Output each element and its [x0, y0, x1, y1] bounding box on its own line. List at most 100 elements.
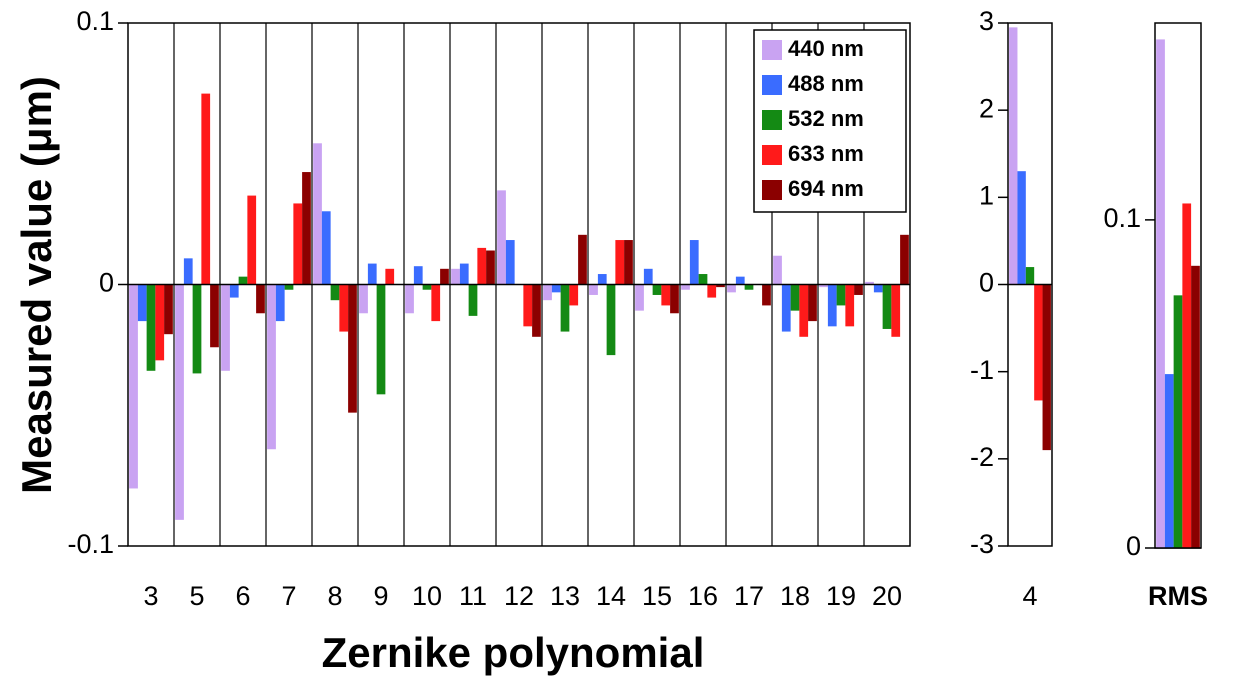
x-tick-label: 10: [412, 581, 442, 611]
x-tick-label: RMS: [1148, 581, 1208, 611]
bar: [569, 284, 579, 306]
legend-swatch: [762, 110, 782, 130]
bar: [451, 268, 460, 285]
bar: [882, 284, 892, 329]
bar: [790, 284, 800, 311]
bar: [854, 284, 863, 295]
y-tick-label: 0: [979, 268, 994, 298]
bar: [819, 284, 828, 288]
bar: [635, 284, 644, 311]
x-tick-label: 11: [459, 581, 487, 611]
bar: [221, 284, 230, 371]
bar: [532, 284, 541, 337]
bar: [781, 284, 791, 332]
bar: [827, 284, 837, 327]
bar: [727, 284, 736, 293]
legend-label: 532 nm: [788, 106, 864, 131]
bar: [313, 143, 322, 285]
bar: [523, 284, 533, 327]
bar: [1191, 265, 1200, 548]
x-tick-label: 8: [327, 581, 342, 611]
x-tick-label: 18: [780, 581, 810, 611]
bar: [1017, 171, 1026, 285]
bar: [1042, 284, 1051, 451]
legend-label: 694 nm: [788, 176, 864, 201]
bar: [210, 284, 219, 348]
bar: [183, 258, 193, 285]
bar: [238, 276, 248, 285]
x-tick-label: 16: [688, 581, 718, 611]
y-tick-label: 3: [979, 6, 994, 36]
legend-swatch: [762, 145, 782, 165]
bar: [155, 284, 165, 361]
bar: [606, 284, 616, 356]
x-tick-label: 9: [373, 581, 388, 611]
legend-swatch: [762, 180, 782, 200]
y-tick-label: 0.1: [1103, 203, 1141, 233]
x-tick-label: 15: [642, 581, 672, 611]
bar: [624, 240, 633, 285]
bar: [440, 268, 449, 285]
x-tick-label: 13: [550, 581, 580, 611]
bar: [652, 284, 662, 295]
bar: [247, 195, 257, 285]
bar: [192, 284, 202, 374]
bar: [799, 284, 809, 337]
bar: [302, 172, 311, 285]
bar: [762, 284, 771, 306]
bar: [1025, 267, 1035, 285]
bar: [256, 284, 265, 314]
bar: [1034, 284, 1043, 401]
legend-label: 633 nm: [788, 141, 864, 166]
bar: [477, 247, 487, 285]
bar: [486, 250, 495, 285]
bar: [689, 240, 699, 285]
y-tick-label: -3: [970, 529, 994, 559]
bar: [1009, 27, 1018, 285]
y-tick-label: 0.1: [76, 6, 114, 36]
bar: [873, 284, 883, 293]
bar: [201, 93, 211, 285]
bar: [578, 234, 587, 285]
bar: [698, 274, 708, 285]
x-tick-label: 6: [235, 581, 250, 611]
bar: [405, 284, 414, 314]
bar: [891, 284, 901, 337]
bar: [422, 284, 432, 290]
bar: [339, 284, 349, 332]
bar: [1173, 295, 1183, 548]
bar: [670, 284, 679, 314]
bar: [505, 240, 515, 285]
bar: [284, 284, 294, 290]
bar: [681, 284, 690, 290]
bar: [468, 284, 478, 316]
bar: [845, 284, 855, 327]
bar: [293, 203, 303, 285]
x-tick-label: 5: [189, 581, 204, 611]
bar: [615, 240, 625, 285]
x-tick-label: 19: [826, 581, 856, 611]
x-tick-label: 3: [143, 581, 158, 611]
bar: [348, 284, 357, 413]
y-tick-label: -2: [970, 442, 994, 472]
bar: [359, 284, 368, 314]
legend-swatch: [762, 75, 782, 95]
x-axis-title: Zernike polynomial: [322, 629, 705, 676]
bar: [744, 284, 754, 290]
bar: [560, 284, 570, 332]
bar: [146, 284, 156, 371]
bar: [735, 276, 745, 285]
x-tick-label: 14: [596, 581, 626, 611]
bar: [1164, 374, 1174, 548]
bar: [836, 284, 846, 306]
bar: [431, 284, 441, 322]
bar: [643, 268, 653, 285]
bar: [376, 284, 386, 395]
bar: [137, 284, 147, 322]
x-tick-label: 20: [872, 581, 902, 611]
bar: [497, 190, 506, 285]
y-tick-label: 0: [1126, 531, 1141, 561]
bar: [543, 284, 552, 301]
bar: [707, 284, 717, 298]
x-tick-label: 17: [734, 581, 764, 611]
